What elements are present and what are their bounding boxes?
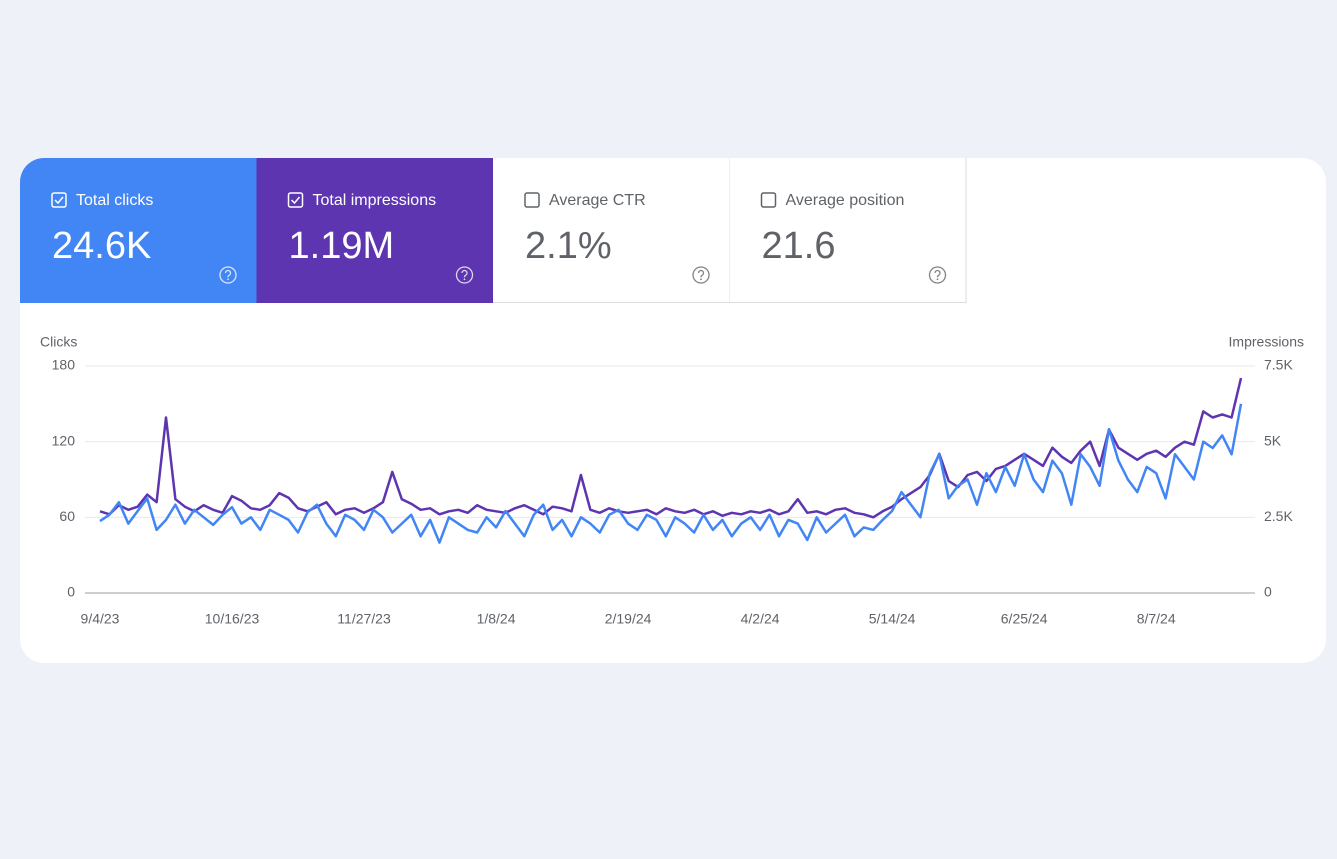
metric-label: Total clicks bbox=[76, 192, 153, 209]
help-icon-glyph bbox=[461, 269, 468, 278]
metric-label: Average position bbox=[786, 192, 905, 209]
y2-tick-label: 2.5K bbox=[1264, 508, 1293, 524]
help-icon-dot bbox=[227, 278, 229, 281]
y2-tick-label: 0 bbox=[1264, 584, 1272, 600]
checkbox[interactable] bbox=[287, 192, 304, 208]
tab-background bbox=[256, 158, 493, 303]
x-tick-label: 8/7/24 bbox=[1137, 611, 1176, 627]
metric-tab[interactable]: Average CTR 2.1% bbox=[493, 158, 730, 303]
checkbox[interactable] bbox=[51, 192, 67, 208]
checkmark bbox=[290, 196, 301, 205]
help-icon[interactable] bbox=[692, 266, 710, 284]
x-tick-label: 9/4/23 bbox=[81, 611, 120, 627]
tab-background bbox=[729, 158, 966, 303]
help-icon-dot bbox=[936, 278, 939, 281]
x-tick-label: 5/14/24 bbox=[869, 611, 916, 627]
series-line bbox=[99, 403, 1243, 544]
y-tick-label: 180 bbox=[52, 357, 76, 373]
help-icon[interactable] bbox=[928, 266, 947, 284]
checkbox[interactable] bbox=[524, 192, 540, 208]
metric-tab[interactable]: Average position 21.6 bbox=[729, 158, 967, 303]
metric-tab[interactable]: Total clicks 24.6K bbox=[20, 158, 257, 303]
y-axis-title: Clicks bbox=[40, 334, 77, 350]
help-icon-dot bbox=[463, 278, 466, 281]
x-tick-label: 1/8/24 bbox=[477, 611, 516, 627]
help-icon-dot bbox=[700, 278, 702, 281]
tab-background bbox=[493, 158, 730, 303]
metric-tab[interactable]: Total impressions 1.19M bbox=[256, 158, 494, 303]
x-tick-label: 6/25/24 bbox=[1001, 611, 1048, 627]
help-icon-glyph bbox=[697, 269, 705, 278]
metric-value: 2.1% bbox=[525, 225, 612, 267]
checkmark bbox=[54, 196, 64, 205]
metric-value: 21.6 bbox=[762, 225, 836, 267]
help-icon-glyph bbox=[224, 269, 232, 278]
x-tick-label: 4/2/24 bbox=[741, 611, 780, 627]
x-tick-label: 2/19/24 bbox=[605, 611, 652, 627]
metric-label: Average CTR bbox=[549, 192, 646, 209]
series-line bbox=[99, 377, 1243, 519]
help-icon-glyph bbox=[934, 269, 941, 278]
metric-label: Total impressions bbox=[313, 192, 437, 209]
y2-tick-label: 5K bbox=[1264, 432, 1282, 448]
tab-background bbox=[20, 158, 257, 303]
performance-card: Total clicks 24.6K Total impressions 1.19M A… bbox=[20, 158, 1326, 663]
metric-value: 24.6K bbox=[52, 225, 151, 267]
help-icon[interactable] bbox=[455, 266, 474, 284]
y2-axis-title: Impressions bbox=[1229, 334, 1304, 350]
checkbox[interactable] bbox=[760, 192, 777, 208]
y-tick-label: 60 bbox=[59, 508, 75, 524]
y-tick-label: 120 bbox=[52, 432, 76, 448]
x-tick-label: 11/27/23 bbox=[337, 611, 391, 627]
y2-tick-label: 7.5K bbox=[1264, 357, 1293, 373]
metric-value: 1.19M bbox=[289, 225, 395, 267]
help-icon[interactable] bbox=[219, 266, 237, 284]
y-tick-label: 0 bbox=[67, 584, 75, 600]
x-tick-label: 10/16/23 bbox=[205, 611, 260, 627]
